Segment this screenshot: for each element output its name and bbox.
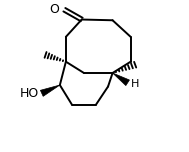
Polygon shape bbox=[113, 73, 129, 86]
Text: H: H bbox=[131, 79, 139, 89]
Text: HO: HO bbox=[19, 87, 39, 100]
Polygon shape bbox=[40, 85, 60, 96]
Text: O: O bbox=[49, 3, 59, 16]
